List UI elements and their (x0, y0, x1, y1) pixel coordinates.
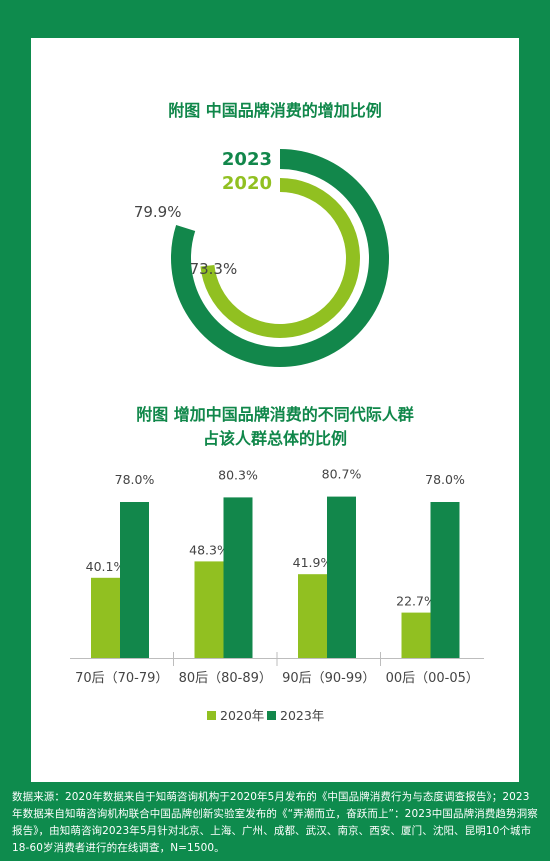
bar-value-label: 78.0% (425, 472, 465, 487)
donut-value-label-2023: 79.9% (134, 203, 182, 221)
data-source-note: 数据来源：2020年数据来自于知萌咨询机构于2020年5月发布的《中国品牌消费行… (12, 791, 538, 854)
bar-value-label: 80.7% (322, 467, 362, 482)
bar-2023-0 (120, 502, 149, 658)
legend-swatch-2023 (267, 711, 276, 720)
bar-value-label: 78.0% (115, 472, 155, 487)
x-tick-label: 70后（70-79） (75, 671, 168, 686)
donut-chart-title: 附图 中国品牌消费的增加比例 (168, 101, 382, 120)
bar-value-label: 41.9% (293, 555, 333, 570)
bar-value-label: 40.1% (86, 559, 126, 574)
bar-chart-title-line1: 附图 增加中国品牌消费的不同代际人群 (136, 405, 414, 424)
bar-chart-title-line2: 占该人群总体的比例 (202, 429, 347, 448)
bar-2023-2 (327, 496, 356, 658)
bar-2023-3 (430, 502, 460, 658)
legend-swatch-2020 (207, 711, 216, 720)
x-tick-label: 90后（90-99） (282, 671, 375, 686)
bar-2023-1 (223, 497, 253, 658)
bar-2020-2 (298, 574, 327, 658)
bar-2020-3 (401, 612, 431, 658)
bar-value-label: 48.3% (189, 542, 229, 557)
donut-arc-2023 (171, 149, 389, 367)
donut-series-name-2020: 2020 (222, 173, 272, 194)
bar-value-label: 22.7% (396, 594, 436, 609)
bar-value-label: 80.3% (218, 467, 258, 482)
donut-value-label-2020: 73.3% (190, 260, 238, 278)
x-tick-label: 00后（00-05） (386, 671, 479, 686)
x-tick-label: 80后（80-89） (179, 671, 272, 686)
donut-series-name-2023: 2023 (222, 149, 272, 170)
legend-label-2020: 2020年 (220, 708, 264, 723)
bar-2020-0 (91, 577, 120, 658)
bar-2020-1 (194, 561, 224, 658)
donut-arc-2020 (200, 178, 360, 338)
legend-label-2023: 2023年 (280, 708, 324, 723)
